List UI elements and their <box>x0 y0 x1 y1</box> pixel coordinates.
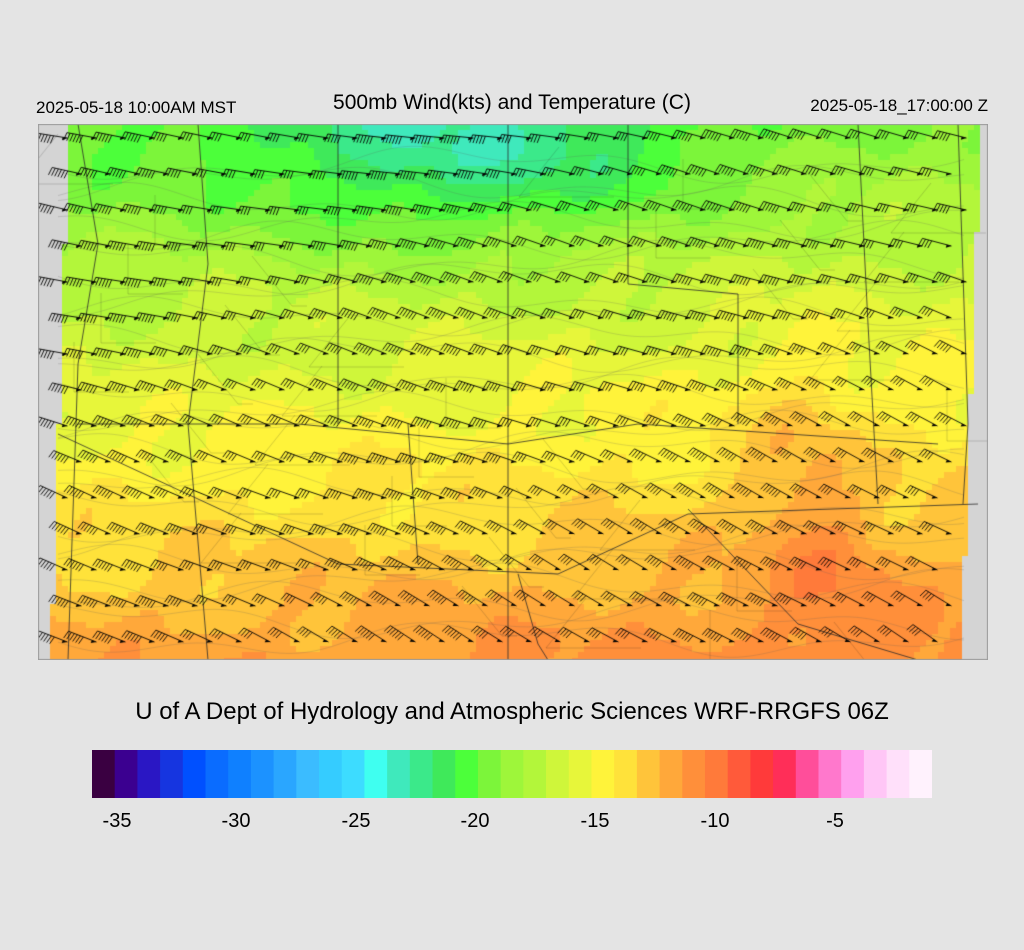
colorbar-swatch <box>659 750 683 798</box>
colorbar-swatch <box>250 750 275 798</box>
colorbar-swatch <box>341 750 366 798</box>
colorbar-swatch <box>160 750 184 798</box>
model-credit: U of A Dept of Hydrology and Atmospheric… <box>135 698 889 725</box>
colorbar-tick-label: -10 <box>700 810 730 832</box>
colorbar-swatch <box>477 750 502 798</box>
colorbar-swatch <box>387 750 411 798</box>
colorbar-swatch <box>205 750 229 798</box>
colorbar-tick-label: -30 <box>221 810 251 832</box>
colorbar-swatch <box>704 750 729 798</box>
colorbar-swatch <box>795 750 820 798</box>
temperature-colorbar <box>92 750 932 798</box>
colorbar-swatch <box>546 750 570 798</box>
colorbar-swatch <box>409 750 434 798</box>
colorbar-swatch <box>500 750 524 798</box>
colorbar-swatch <box>523 750 547 798</box>
local-time-label: 2025-05-18 10:00AM MST <box>36 98 237 117</box>
colorbar-swatch <box>909 750 932 798</box>
colorbar-swatch <box>114 750 138 798</box>
colorbar-swatch <box>727 750 751 798</box>
colorbar-swatch <box>319 750 343 798</box>
colorbar-tick-label: -25 <box>341 810 371 832</box>
colorbar-swatch <box>750 750 774 798</box>
colorbar-swatch <box>591 750 615 798</box>
colorbar-swatch <box>818 750 842 798</box>
colorbar-swatch <box>137 750 161 798</box>
colorbar-swatch <box>364 750 388 798</box>
colorbar-tick-label: -5 <box>826 810 844 832</box>
colorbar-swatch <box>636 750 661 798</box>
colorbar-swatch <box>841 750 865 798</box>
colorbar-tick-label: -15 <box>580 810 610 832</box>
colorbar-swatch <box>863 750 888 798</box>
temperature-wind-map <box>38 124 988 660</box>
colorbar-swatch <box>773 750 797 798</box>
colorbar-swatch <box>886 750 910 798</box>
colorbar-swatch <box>296 750 320 798</box>
colorbar-swatch <box>455 750 479 798</box>
colorbar-swatch <box>92 750 116 798</box>
colorbar-swatch <box>568 750 593 798</box>
colorbar-tick-label: -20 <box>460 810 490 832</box>
colorbar-swatch <box>432 750 456 798</box>
colorbar-swatch <box>682 750 706 798</box>
colorbar-tick-label: -35 <box>102 810 132 832</box>
colorbar-swatch <box>614 750 638 798</box>
colorbar-swatch <box>228 750 252 798</box>
map-title: 500mb Wind(kts) and Temperature (C) <box>333 91 691 114</box>
colorbar-swatch <box>182 750 207 798</box>
valid-time-label: 2025-05-18_17:00:00 Z <box>810 96 988 115</box>
colorbar-swatch <box>273 750 297 798</box>
